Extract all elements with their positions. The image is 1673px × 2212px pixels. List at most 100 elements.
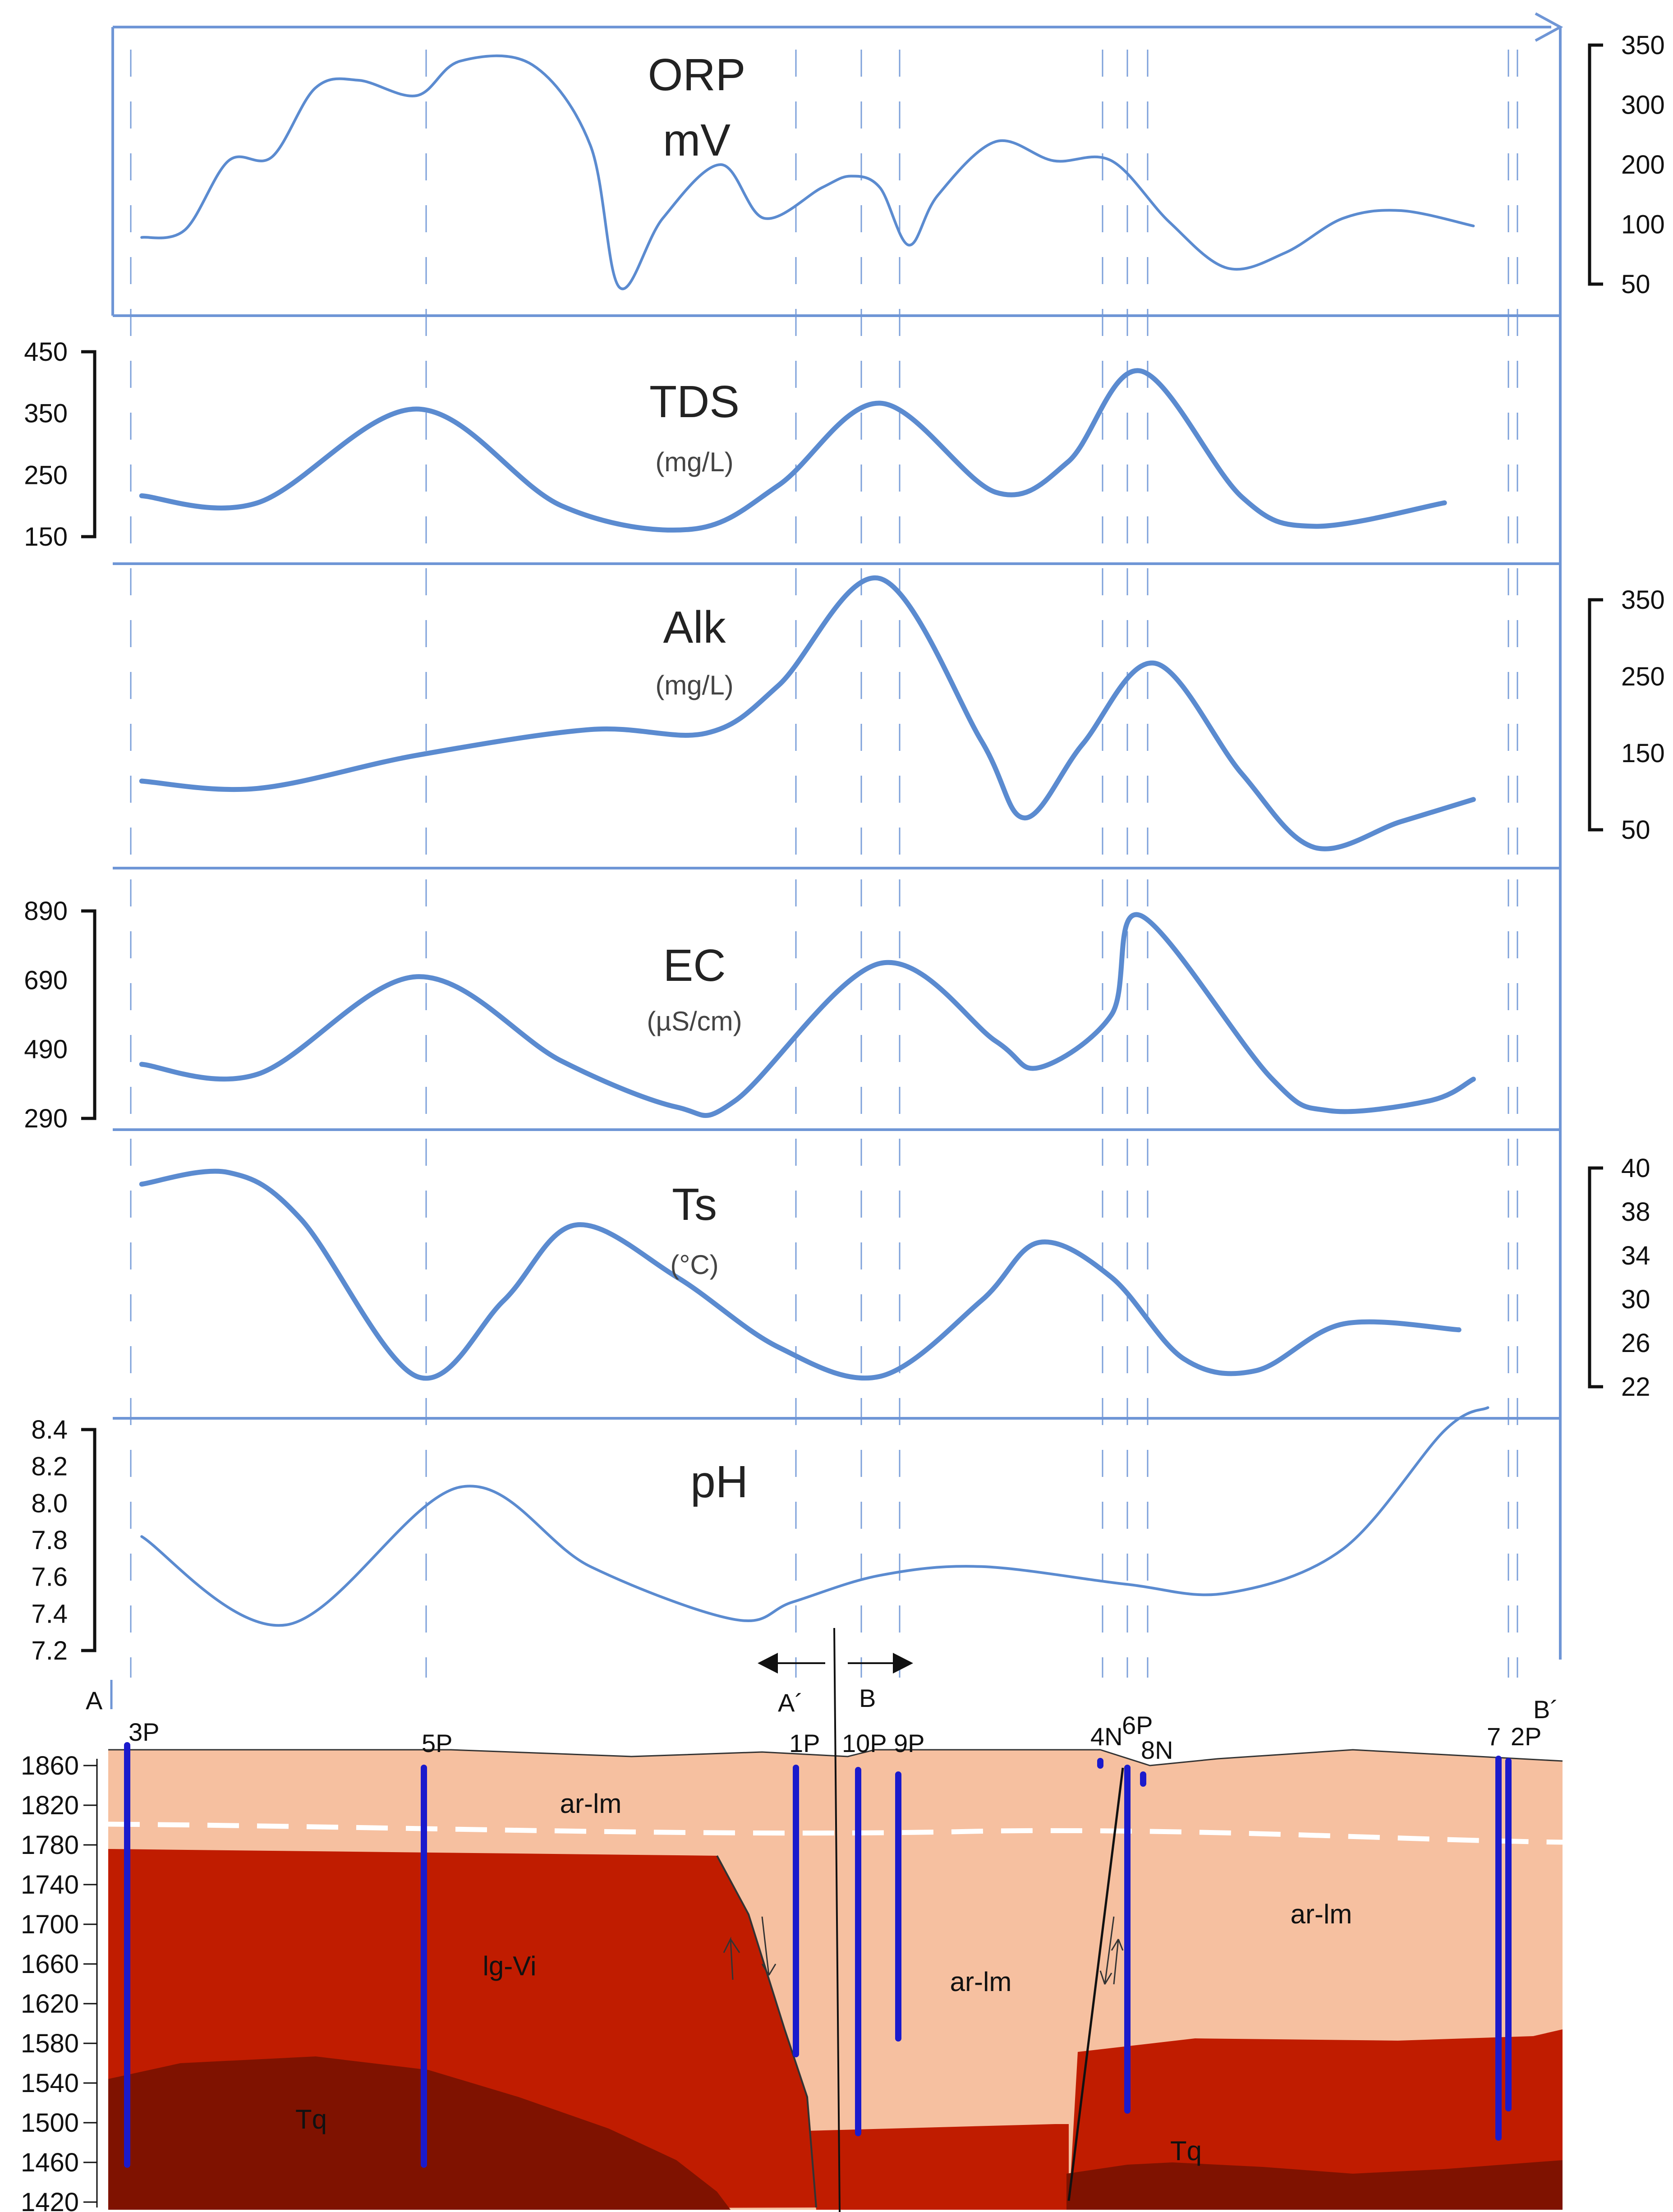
elevation-tick-label: 1540 (21, 2069, 79, 2098)
elevation-tick-label: 1740 (21, 1870, 79, 1899)
axis-tick-label: 7.2 (31, 1636, 68, 1665)
series-line-tds (139, 368, 1447, 533)
axis-tick-label: 7.6 (31, 1563, 68, 1592)
well-label: 4N (1090, 1722, 1123, 1751)
axis-tick-label: 7.4 (31, 1599, 68, 1628)
fault-contact (716, 1855, 817, 2208)
panel-title-ph: pH (690, 1457, 748, 1507)
axis-tick-label: 100 (1621, 210, 1665, 239)
axis-tick-label: 690 (24, 966, 68, 995)
axis-tick-label: 38 (1621, 1197, 1650, 1227)
panel-title-tds: TDS (649, 377, 740, 427)
panel-axes: 350 300 200 100 50 450 350 250 150 350 250 150 50 890… (24, 31, 1665, 1665)
panel-title-orp: ORP (648, 50, 746, 100)
profile-arrowhead (1535, 12, 1563, 42)
unit-tq-left-polygon (108, 2056, 731, 2210)
axis-tick-label: 50 (1621, 815, 1650, 845)
axis-bracket-ec (81, 909, 97, 1120)
panel-title-alk: Alk (663, 602, 726, 653)
unit-label-ar-lm: ar-lm (1291, 1899, 1352, 1929)
axis-tick-label: 30 (1621, 1285, 1650, 1314)
water-table-line (108, 1821, 1563, 1845)
topographic-surface (108, 1749, 1563, 1766)
axis-tick-label: 350 (1621, 585, 1665, 615)
elevation-tick-label: 1700 (21, 1910, 79, 1939)
series-line-ts (139, 1168, 1462, 1381)
axis-tick-label: 50 (1621, 270, 1650, 299)
series-line-alk (139, 575, 1476, 851)
elevation-tick-label: 1580 (21, 2029, 79, 2058)
well-label: 7 (1487, 1722, 1501, 1751)
well-label: 2P (1511, 1722, 1542, 1751)
panel-unit-ts: (°C) (670, 1250, 718, 1280)
axis-tick-label: 890 (24, 897, 68, 926)
axis-tick-label: 8.0 (31, 1489, 68, 1518)
axis-tick-label: 450 (24, 337, 68, 367)
panel-unit-alk: (mg/L) (655, 670, 733, 700)
elevation-tick-label: 1460 (21, 2148, 79, 2177)
axis-tick-label: 150 (24, 522, 68, 552)
axis-tick-label: 350 (24, 399, 68, 428)
axis-tick-label: 26 (1621, 1329, 1650, 1358)
direction-arrowhead-left (758, 1653, 778, 1674)
series-line-orp (140, 54, 1475, 290)
elevation-tick-label: 1820 (21, 1791, 79, 1820)
fault-line (1067, 1767, 1124, 2201)
elevation-tick-label: 1780 (21, 1830, 79, 1860)
well-label: 6P (1122, 1711, 1153, 1739)
unit-tq-right-polygon (1066, 2160, 1563, 2210)
series-line-ec (139, 912, 1476, 1118)
axis-tick-label: 8.2 (31, 1452, 68, 1481)
direction-arrowhead-right (893, 1653, 913, 1674)
section-point-label: B´ (1533, 1695, 1558, 1724)
axis-bracket-ph (81, 1428, 97, 1652)
unit-label-Tq: Tq (295, 2104, 327, 2134)
unit-label-lg-Vi: lg-Vi (483, 1951, 537, 1981)
panel-frames (111, 12, 1563, 1660)
well-label: 9P (894, 1729, 925, 1757)
well-label: 10P (842, 1729, 887, 1757)
elevation-tick-label: 1620 (21, 1989, 79, 2019)
panel-title-ts: Ts (672, 1179, 717, 1230)
axis-tick-label: 250 (24, 460, 68, 490)
data-curves (139, 54, 1489, 1627)
fault-line (833, 1628, 841, 2212)
elevation-tick-label: 1420 (21, 2188, 79, 2212)
axis-tick-label: 250 (1621, 662, 1665, 691)
panel-titles: ORP mV TDS (mg/L) Alk (mg/L) EC (µS/cm) Ts (°C) pH (647, 50, 748, 1507)
well-label: 3P (129, 1718, 160, 1746)
panel-unit-ec: (µS/cm) (647, 1006, 742, 1036)
axis-tick-label: 300 (1621, 91, 1665, 120)
well-label: 5P (422, 1729, 453, 1757)
axis-tick-label: 22 (1621, 1372, 1650, 1402)
axis-tick-label: 8.4 (31, 1415, 68, 1444)
unit-lg-vi-center-polygon (807, 2124, 1069, 2210)
unit-label-Tq: Tq (1170, 2136, 1202, 2166)
elevation-tick-label: 1660 (21, 1950, 79, 1979)
axis-bracket-tds (81, 350, 97, 538)
elevation-tick-label: 1860 (21, 1751, 79, 1780)
well-label: 1P (789, 1729, 820, 1757)
axis-tick-label: 350 (1621, 31, 1665, 60)
section-point-label: A´ (778, 1688, 803, 1717)
panel-unit-tds: (mg/L) (655, 447, 733, 477)
axis-tick-label: 34 (1621, 1241, 1650, 1270)
fault-motion-arrows (1099, 1916, 1124, 1985)
axis-tick-label: 490 (24, 1035, 68, 1064)
axis-tick-label: 150 (1621, 739, 1665, 768)
axis-tick-label: 290 (24, 1104, 68, 1133)
axis-bracket-orp (1588, 43, 1603, 286)
well-guide-lines (130, 50, 1518, 1678)
section-point-label: B (859, 1684, 876, 1712)
axis-tick-label: 40 (1621, 1154, 1650, 1183)
unit-label-ar-lm: ar-lm (560, 1789, 622, 1819)
section-point-label: A (86, 1686, 103, 1715)
panel-unit-orp: mV (663, 115, 731, 166)
panel-title-ec: EC (663, 940, 726, 991)
axis-bracket-ts (1588, 1166, 1603, 1389)
axis-tick-label: 7.8 (31, 1526, 68, 1555)
well-label: 8N (1141, 1736, 1173, 1764)
axis-bracket-alk (1588, 598, 1603, 832)
